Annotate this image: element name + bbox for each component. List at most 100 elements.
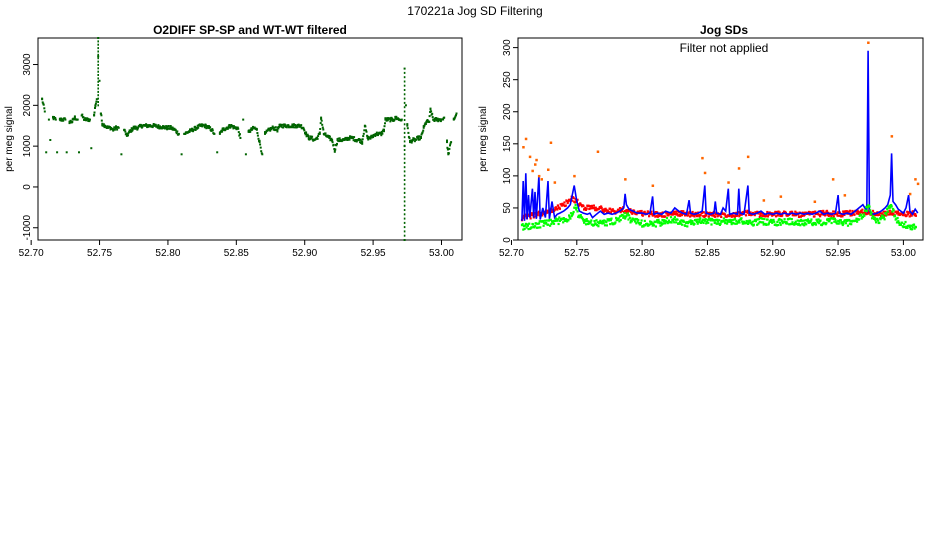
o2-point [403, 174, 406, 177]
green-point [780, 220, 784, 223]
red-point [906, 210, 909, 213]
green-point [837, 222, 840, 225]
red-point [553, 209, 556, 212]
o2-point [408, 137, 411, 140]
red-point [897, 213, 900, 216]
green-point [714, 221, 717, 224]
o2-point [403, 196, 406, 199]
red-point [849, 214, 852, 217]
red-point [851, 209, 854, 213]
green-point [806, 220, 809, 223]
o2-point [300, 124, 303, 127]
green-point [636, 220, 639, 223]
o2-point [320, 117, 323, 120]
red-point [680, 210, 683, 213]
red-point [879, 212, 882, 215]
red-point [611, 208, 614, 211]
o2-point [403, 149, 406, 151]
o2-point [403, 93, 406, 96]
o2-point [429, 107, 432, 110]
green-point [579, 214, 582, 217]
o2-point [361, 138, 364, 141]
green-point [522, 228, 525, 231]
outlier-point [573, 174, 576, 178]
green-point [865, 205, 868, 209]
green-point [730, 221, 733, 224]
red-point [901, 212, 904, 215]
red-point [911, 211, 914, 214]
o2-point [129, 129, 132, 132]
o2-point [435, 119, 438, 122]
o2-point [367, 138, 370, 141]
green-point [628, 216, 631, 219]
red-point [567, 200, 570, 203]
o2-point [97, 60, 99, 63]
o2-point [228, 124, 231, 126]
red-point [643, 210, 646, 213]
o2-point [431, 116, 434, 119]
y-axis-label-left: per meg signal [4, 106, 15, 172]
axes-left: 52.70 52.75 52.80 52.85 52.90 52.95 53.00 -1000… [19, 53, 455, 259]
x-tick-label-right: 52.90 [760, 248, 785, 259]
green-point [858, 218, 861, 221]
o2-point [310, 137, 313, 140]
green-point [637, 221, 640, 224]
green-point [874, 219, 877, 222]
green-point [707, 221, 710, 224]
green-point [885, 213, 888, 216]
green-point [897, 221, 900, 224]
o2-point [302, 127, 305, 130]
o2-point [109, 128, 112, 131]
green-point [596, 221, 599, 224]
o2-point [218, 132, 221, 135]
green-point [716, 218, 719, 221]
red-point [672, 210, 675, 213]
green-point [801, 223, 804, 226]
green-point [837, 219, 840, 222]
o2-point [232, 125, 235, 128]
green-point [633, 218, 636, 222]
o2-point [113, 128, 116, 131]
green-point [895, 221, 899, 224]
o2-point [321, 123, 324, 126]
o2-point [388, 117, 391, 120]
x-tick-label-right: 52.85 [695, 248, 720, 259]
green-point [654, 225, 657, 228]
green-point [674, 218, 677, 221]
o2-point [407, 135, 410, 138]
green-point [727, 219, 730, 222]
outlier-point [540, 178, 543, 181]
o2-point [337, 137, 340, 140]
green-point [722, 219, 725, 223]
o2-point [331, 141, 334, 144]
o2-point [403, 71, 406, 74]
green-point [530, 226, 533, 229]
o2-point [446, 148, 449, 151]
o2-point [73, 117, 76, 120]
o2-point [403, 170, 406, 173]
green-point [585, 218, 588, 221]
green-point [765, 223, 768, 226]
o2-point [423, 123, 426, 126]
green-point [639, 221, 642, 225]
o2-point [345, 138, 348, 141]
red-point [906, 213, 909, 216]
o2-point [114, 127, 117, 130]
green-point [584, 223, 588, 226]
red-point [655, 215, 658, 218]
green-point [703, 219, 706, 222]
green-point [577, 215, 580, 218]
red-point [733, 215, 736, 218]
green-point [659, 224, 662, 227]
red-point [530, 214, 533, 217]
outlier-point [553, 181, 557, 184]
green-point [669, 216, 673, 219]
o2-point [421, 131, 424, 134]
o2-point [411, 139, 414, 141]
outlier-point [596, 150, 600, 153]
red-point [598, 207, 601, 210]
green-point [848, 218, 851, 222]
o2-point [348, 137, 350, 140]
green-point [696, 220, 699, 223]
green-point [888, 204, 891, 207]
